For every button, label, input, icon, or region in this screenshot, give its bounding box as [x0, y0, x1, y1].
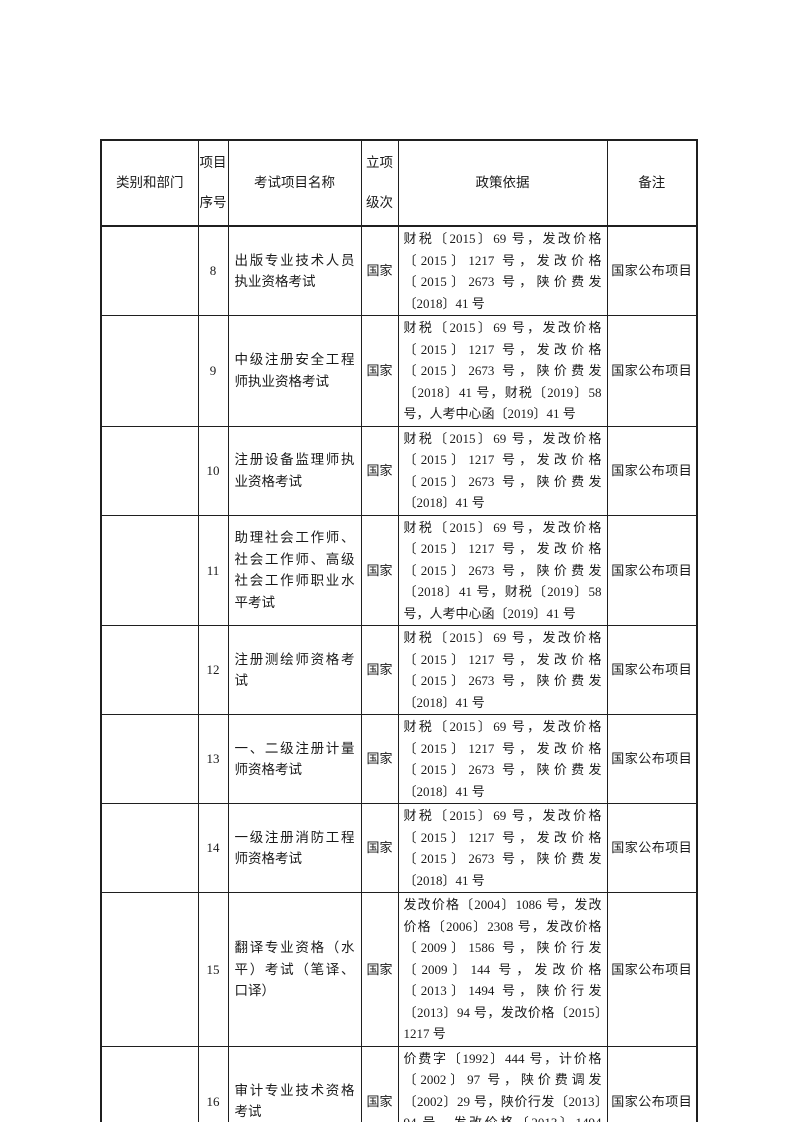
cell-category [100, 425, 199, 516]
cell-project-no: 16 [197, 1045, 229, 1122]
exam-fee-table: 类别和部门 项目 序号 考试项目名称 立项 级次 政策依据 备注 8 出版专业技… [100, 139, 698, 1122]
cell-policy-basis: 财税〔2015〕69 号，发改价格〔2015〕1217 号，发改价格〔2015〕… [397, 425, 608, 516]
cell-exam-name: 中级注册安全工程师执业资格考试 [227, 315, 362, 427]
cell-exam-name: 注册设备监理师执业资格考试 [227, 425, 362, 516]
cell-category [100, 225, 199, 316]
cell-policy-basis: 财税〔2015〕69 号，发改价格〔2015〕1217 号，发改价格〔2015〕… [397, 803, 608, 893]
cell-exam-name: 出版专业技术人员执业资格考试 [227, 225, 362, 316]
header-remark: 备注 [606, 139, 698, 227]
cell-project-no: 15 [197, 892, 229, 1047]
cell-category [100, 315, 199, 427]
cell-remark: 国家公布项目 [606, 425, 698, 516]
cell-remark: 国家公布项目 [606, 1045, 698, 1122]
cell-category [100, 1045, 199, 1122]
cell-exam-name: 一级注册消防工程师资格考试 [227, 803, 362, 893]
cell-category [100, 514, 199, 626]
table-row: 11 助理社会工作师、社会工作师、高级社会工作师职业水平考试 国家 财税〔201… [100, 514, 698, 626]
cell-category [100, 803, 199, 893]
cell-remark: 国家公布项目 [606, 892, 698, 1047]
cell-level: 国家 [360, 625, 399, 715]
cell-remark: 国家公布项目 [606, 803, 698, 893]
cell-exam-name: 一、二级注册计量师资格考试 [227, 714, 362, 804]
header-policy-basis: 政策依据 [397, 139, 608, 227]
cell-exam-name: 注册测绘师资格考试 [227, 625, 362, 715]
table-row: 12 注册测绘师资格考试 国家 财税〔2015〕69 号，发改价格〔2015〕1… [100, 625, 698, 715]
table-row: 9 中级注册安全工程师执业资格考试 国家 财税〔2015〕69 号，发改价格〔2… [100, 315, 698, 427]
table-header: 类别和部门 项目 序号 考试项目名称 立项 级次 政策依据 备注 [100, 139, 698, 227]
cell-policy-basis: 价费字〔1992〕444 号，计价格〔2002〕97 号，陕价费调发〔2002〕… [397, 1045, 608, 1122]
cell-exam-name: 助理社会工作师、社会工作师、高级社会工作师职业水平考试 [227, 514, 362, 626]
cell-policy-basis: 发改价格〔2004〕1086 号，发改价格〔2006〕2308 号，发改价格〔2… [397, 892, 608, 1047]
cell-remark: 国家公布项目 [606, 225, 698, 316]
table-row: 10 注册设备监理师执业资格考试 国家 财税〔2015〕69 号，发改价格〔20… [100, 425, 698, 516]
cell-level: 国家 [360, 425, 399, 516]
cell-policy-basis: 财税〔2015〕69 号，发改价格〔2015〕1217 号，发改价格〔2015〕… [397, 514, 608, 626]
table-row: 8 出版专业技术人员执业资格考试 国家 财税〔2015〕69 号，发改价格〔20… [100, 225, 698, 316]
header-project-no: 项目 序号 [197, 139, 229, 227]
cell-policy-basis: 财税〔2015〕69 号，发改价格〔2015〕1217 号，发改价格〔2015〕… [397, 315, 608, 427]
cell-level: 国家 [360, 892, 399, 1047]
cell-category [100, 714, 199, 804]
cell-remark: 国家公布项目 [606, 714, 698, 804]
cell-remark: 国家公布项目 [606, 625, 698, 715]
header-level: 立项 级次 [360, 139, 399, 227]
cell-level: 国家 [360, 714, 399, 804]
cell-project-no: 9 [197, 315, 229, 427]
cell-remark: 国家公布项目 [606, 315, 698, 427]
header-row: 类别和部门 项目 序号 考试项目名称 立项 级次 政策依据 备注 [100, 139, 698, 227]
cell-project-no: 10 [197, 425, 229, 516]
table-row: 14 一级注册消防工程师资格考试 国家 财税〔2015〕69 号，发改价格〔20… [100, 803, 698, 893]
table-row: 16 审计专业技术资格考试 国家 价费字〔1992〕444 号，计价格〔2002… [100, 1045, 698, 1122]
cell-level: 国家 [360, 514, 399, 626]
cell-remark: 国家公布项目 [606, 514, 698, 626]
table-row: 15 翻译专业资格（水平）考试（笔译、口译） 国家 发改价格〔2004〕1086… [100, 892, 698, 1047]
cell-project-no: 12 [197, 625, 229, 715]
cell-level: 国家 [360, 1045, 399, 1122]
cell-project-no: 11 [197, 514, 229, 626]
table-row: 13 一、二级注册计量师资格考试 国家 财税〔2015〕69 号，发改价格〔20… [100, 714, 698, 804]
header-category: 类别和部门 [100, 139, 199, 227]
cell-project-no: 13 [197, 714, 229, 804]
table-body: 8 出版专业技术人员执业资格考试 国家 财税〔2015〕69 号，发改价格〔20… [100, 225, 698, 1122]
cell-category [100, 892, 199, 1047]
cell-level: 国家 [360, 315, 399, 427]
cell-policy-basis: 财税〔2015〕69 号，发改价格〔2015〕1217 号，发改价格〔2015〕… [397, 714, 608, 804]
cell-exam-name: 翻译专业资格（水平）考试（笔译、口译） [227, 892, 362, 1047]
header-exam-name: 考试项目名称 [227, 139, 362, 227]
cell-policy-basis: 财税〔2015〕69 号，发改价格〔2015〕1217 号，发改价格〔2015〕… [397, 625, 608, 715]
cell-project-no: 8 [197, 225, 229, 316]
cell-exam-name: 审计专业技术资格考试 [227, 1045, 362, 1122]
cell-level: 国家 [360, 225, 399, 316]
cell-category [100, 625, 199, 715]
cell-project-no: 14 [197, 803, 229, 893]
cell-policy-basis: 财税〔2015〕69 号，发改价格〔2015〕1217 号，发改价格〔2015〕… [397, 225, 608, 316]
cell-level: 国家 [360, 803, 399, 893]
